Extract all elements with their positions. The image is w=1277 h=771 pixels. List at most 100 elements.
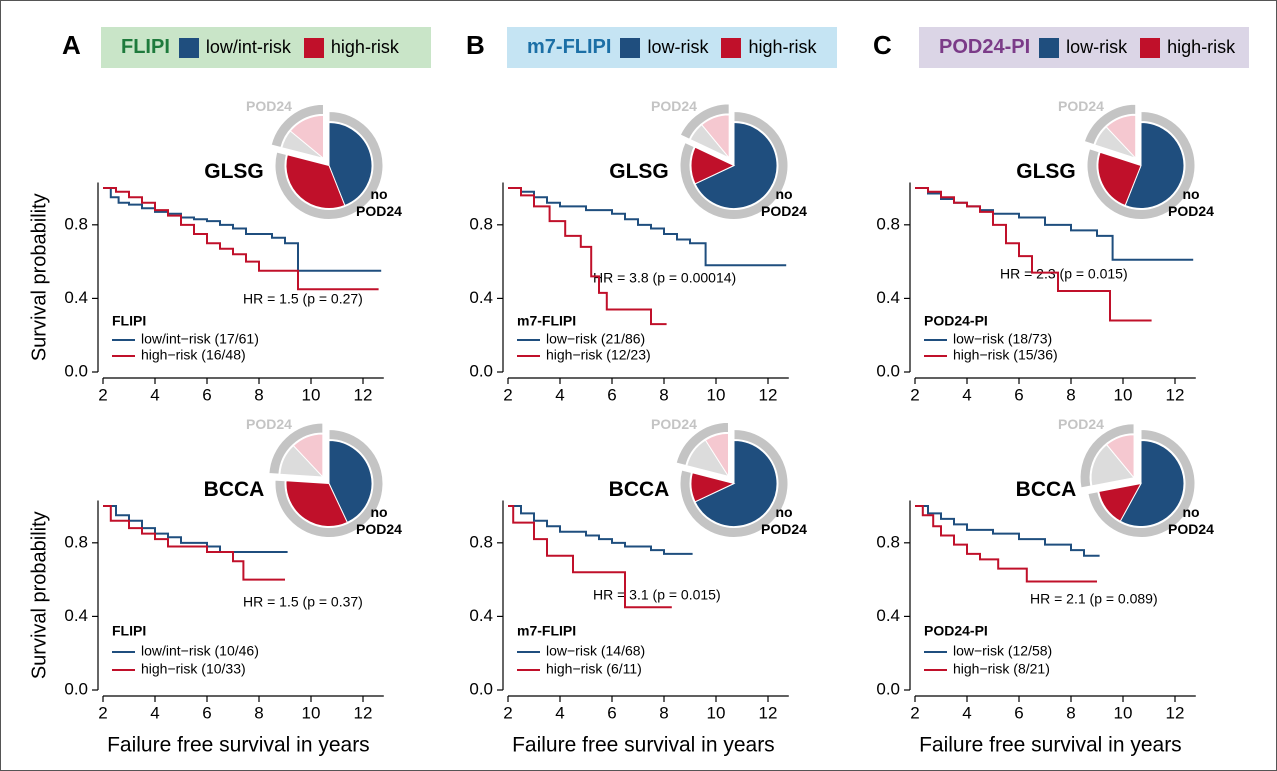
- x-tick-label: 4: [962, 703, 971, 722]
- x-tick-label: 8: [1066, 385, 1075, 404]
- pie-slice: [289, 114, 324, 160]
- x-tick-label: 8: [254, 385, 263, 404]
- pie-label: POD24: [246, 416, 292, 432]
- pie-label: POD24: [1058, 98, 1104, 114]
- y-tick-label: 0.0: [469, 679, 493, 698]
- x-tick-label: 4: [150, 385, 159, 404]
- survival-curve: [103, 187, 382, 272]
- x-tick-label: 10: [1114, 703, 1133, 722]
- pie-label-box: no POD24: [1168, 503, 1214, 537]
- y-tick-label: 0.8: [469, 532, 493, 551]
- pie-label: no POD24: [356, 185, 402, 219]
- score-name: POD24-PI: [939, 36, 1031, 58]
- x-tick-label: 10: [707, 703, 726, 722]
- plot-title: GLSG: [609, 160, 669, 183]
- x-tick-label: 8: [659, 703, 668, 722]
- x-tick-label: 4: [150, 703, 159, 722]
- legend-title: FLIPI: [112, 313, 146, 329]
- x-tick-label: 4: [962, 385, 971, 404]
- panel-letter: B: [466, 30, 485, 60]
- plot-title: GLSG: [1016, 160, 1076, 183]
- hr-annotation: HR = 1.5 (p = 0.27): [243, 291, 363, 307]
- survival-curve: [915, 505, 1100, 557]
- legend-label: high−risk (16/48): [141, 347, 246, 363]
- y-tick-label: 0.4: [64, 288, 88, 307]
- km-panel: 0.0 0.4 0.8 2 4 6 8 10 12 GLSG HR = 3.8 (p = 0.000…: [469, 98, 807, 404]
- pie-label: no POD24: [356, 503, 402, 537]
- y-tick-label: 0.4: [64, 606, 88, 625]
- survival-curve: [915, 505, 1097, 583]
- pie-slice: [690, 472, 736, 503]
- x-tick-label: 12: [759, 385, 778, 404]
- pie-ring: [268, 422, 324, 475]
- survival-curve: [508, 187, 667, 326]
- panel-header: POD24-PI low-risk high-risk: [919, 27, 1249, 68]
- pie-slice: [694, 121, 778, 209]
- panel-letter: C: [873, 30, 892, 60]
- legend-swatch: [178, 37, 199, 58]
- x-tick-label: 4: [555, 703, 564, 722]
- y-tick-label: 0.4: [469, 288, 493, 307]
- x-tick-label: 2: [98, 703, 107, 722]
- legend-label: high-risk: [748, 37, 817, 57]
- y-tick-label: 0.0: [469, 361, 493, 380]
- x-tick-label: 10: [1114, 385, 1133, 404]
- pie-slice: [328, 121, 373, 207]
- x-tick-label: 6: [607, 703, 616, 722]
- legend-title: m7-FLIPI: [517, 623, 576, 639]
- x-tick-label: 6: [202, 385, 211, 404]
- x-tick-label: 6: [607, 385, 616, 404]
- legend-title: FLIPI: [112, 623, 146, 639]
- pie-label: no POD24: [761, 185, 807, 219]
- plot-title: BCCA: [609, 478, 670, 501]
- y-tick-label: 0.0: [64, 361, 88, 380]
- legend-label: high−risk (6/11): [546, 661, 642, 677]
- y-tick-label: 0.0: [64, 679, 88, 698]
- pie-label: no POD24: [1168, 185, 1214, 219]
- legend-label: high-risk: [1167, 37, 1236, 57]
- km-panel: 0.0 0.4 0.8 2 4 6 8 10 12 Failure free survival i…: [469, 416, 807, 756]
- y-tick-label: 0.8: [876, 532, 900, 551]
- legend-label: low/int-risk: [205, 37, 291, 57]
- pie-slice: [292, 433, 324, 479]
- x-tick-label: 2: [910, 385, 919, 404]
- y-tick-label: 0.0: [876, 679, 900, 698]
- pie-label-box: no POD24: [356, 503, 402, 537]
- x-tick-label: 8: [659, 385, 668, 404]
- y-tick-label: 0.8: [469, 214, 493, 233]
- y-tick-label: 0.0: [876, 361, 900, 380]
- plot-title: BCCA: [1016, 478, 1077, 501]
- x-axis-label: Failure free survival in years: [107, 734, 370, 757]
- pie-slice: [690, 146, 736, 185]
- pie-ring: [1087, 428, 1196, 538]
- x-tick-label: 12: [354, 703, 373, 722]
- km-panel: 0.0 0.4 0.8 2 4 6 8 10 12 Survival probability Fai…: [28, 416, 402, 757]
- pie-label: no POD24: [1168, 503, 1214, 537]
- panel-header: FLIPI low/int-risk high-risk: [101, 27, 431, 68]
- pie-label: POD24: [651, 98, 697, 114]
- x-tick-label: 2: [503, 703, 512, 722]
- x-tick-label: 8: [254, 703, 263, 722]
- plot-title: BCCA: [204, 478, 265, 501]
- x-tick-label: 12: [354, 385, 373, 404]
- x-tick-label: 10: [302, 703, 321, 722]
- pie-label-box: no POD24: [1168, 185, 1214, 219]
- pie-label: POD24: [1058, 416, 1104, 432]
- legend-label: low−risk (21/86): [546, 331, 645, 347]
- pie-slice: [1090, 443, 1135, 487]
- x-tick-label: 2: [503, 385, 512, 404]
- legend-title: POD24-PI: [924, 313, 988, 329]
- x-tick-label: 12: [759, 703, 778, 722]
- hr-annotation: HR = 3.1 (p = 0.015): [593, 587, 721, 603]
- survival-curve: [508, 505, 693, 555]
- pie-label: POD24: [246, 98, 292, 114]
- legend-title: m7-FLIPI: [517, 313, 576, 329]
- y-tick-label: 0.4: [876, 606, 900, 625]
- pie-slice: [704, 432, 729, 479]
- legend-label: high−risk (12/23): [546, 347, 651, 363]
- hr-annotation: HR = 3.8 (p = 0.00014): [593, 270, 736, 286]
- pie-slice: [285, 480, 348, 527]
- pie-ring: [274, 110, 384, 220]
